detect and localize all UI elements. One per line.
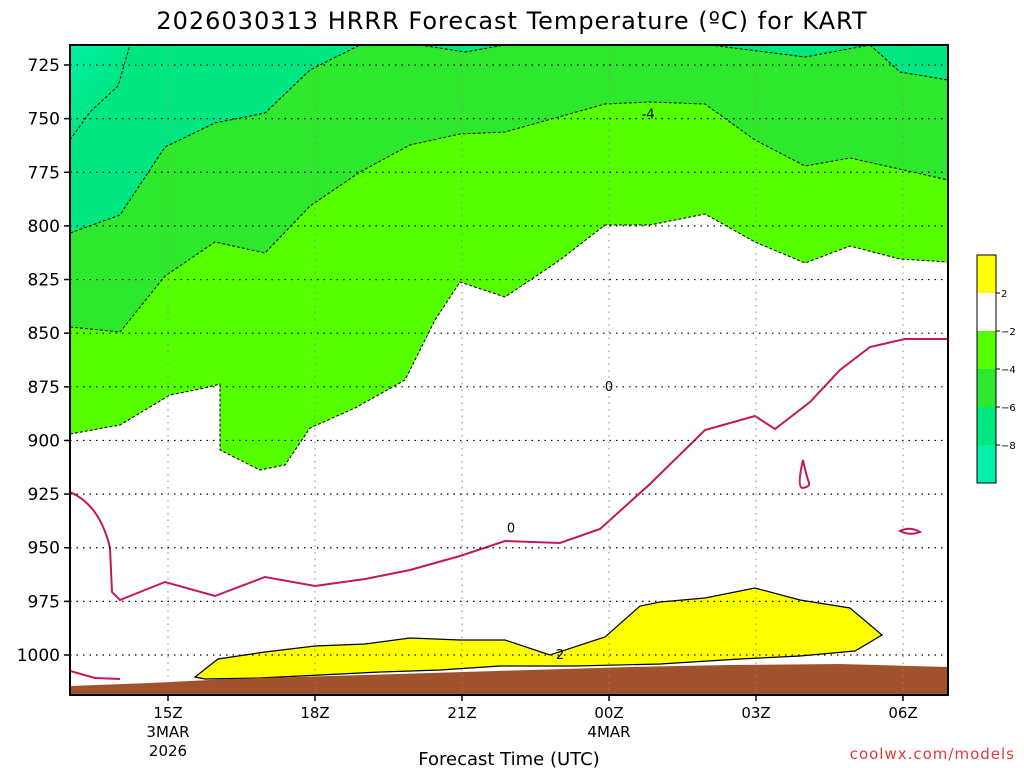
band-below-minus8 bbox=[70, 45, 130, 140]
y-axis: 725 750 775 800 825 850 875 900 925 950 975 1000 bbox=[17, 56, 70, 666]
chart-title: 2026030313 HRRR Forecast Temperature (ºC… bbox=[156, 7, 867, 35]
isotherm-minus6 bbox=[70, 45, 131, 141]
x-tick-label: 15Z bbox=[153, 704, 182, 722]
colorbar-bin bbox=[977, 293, 996, 331]
ground-terrain bbox=[70, 664, 948, 695]
colorbar-label: 2 bbox=[1001, 289, 1007, 300]
colorbar-label: −4 bbox=[1001, 365, 1016, 376]
y-tick-label: 900 bbox=[28, 431, 60, 451]
contour-label: 2 bbox=[556, 648, 564, 663]
credit-link[interactable]: coolwx.com/models bbox=[850, 745, 1015, 763]
colorbar-label: −8 bbox=[1001, 441, 1016, 452]
colorbar-label: −6 bbox=[1001, 403, 1016, 414]
x-tick-year: 2026 bbox=[149, 742, 187, 760]
isotherm-0-loop-a bbox=[798, 459, 811, 490]
y-tick-label: 975 bbox=[28, 592, 60, 612]
isotherm-0-near-surface bbox=[70, 670, 121, 680]
y-tick-label: 850 bbox=[28, 324, 60, 344]
x-tick-date: 3MAR bbox=[146, 723, 189, 741]
x-tick-label: 18Z bbox=[300, 704, 329, 722]
colorbar: 2 −2 −4 −6 −8 bbox=[976, 254, 1016, 484]
grid-lines bbox=[70, 45, 948, 695]
x-tick-label: 03Z bbox=[741, 704, 770, 722]
colorbar-label: −2 bbox=[1001, 327, 1016, 338]
colorbar-bin bbox=[977, 407, 996, 445]
x-tick-label: 06Z bbox=[888, 704, 917, 722]
contour-label: 0 bbox=[507, 521, 515, 536]
x-tick-label: 00Z bbox=[594, 704, 623, 722]
x-tick-label: 21Z bbox=[447, 704, 476, 722]
colorbar-bin bbox=[977, 369, 996, 407]
plot-frame bbox=[69, 44, 949, 696]
x-axis-label: Forecast Time (UTC) bbox=[418, 749, 599, 768]
isotherm-minus6b bbox=[419, 45, 506, 53]
band-minus6-to-minus8 bbox=[70, 45, 948, 233]
y-tick-label: 925 bbox=[28, 485, 60, 505]
colorbar-bin bbox=[977, 445, 996, 483]
colorbar-bin bbox=[977, 331, 996, 369]
y-tick-label: 875 bbox=[28, 378, 60, 398]
y-tick-label: 825 bbox=[28, 271, 60, 291]
plot-area bbox=[70, 45, 948, 695]
colorbar-bin bbox=[977, 255, 996, 293]
contour-label: -4 bbox=[642, 107, 655, 122]
isotherm-minus2 bbox=[70, 213, 948, 471]
contour-label: 0 bbox=[605, 380, 613, 395]
isotherm-0-line bbox=[70, 338, 948, 602]
y-tick-label: 1000 bbox=[17, 646, 60, 666]
y-tick-label: 950 bbox=[28, 539, 60, 559]
y-tick-label: 750 bbox=[28, 110, 60, 130]
isotherm-0-loop-b bbox=[897, 527, 923, 535]
contour-labels: -4 0 0 2 bbox=[507, 107, 655, 663]
y-tick-label: 775 bbox=[28, 163, 60, 183]
band-minus4-to-minus6 bbox=[70, 45, 948, 332]
band-above-2 bbox=[193, 587, 884, 680]
y-tick-label: 800 bbox=[28, 217, 60, 237]
y-tick-label: 725 bbox=[28, 56, 60, 76]
isotherm-minus4 bbox=[70, 45, 361, 234]
isotherm-minus4b bbox=[70, 101, 948, 333]
x-tick-date: 4MAR bbox=[587, 723, 630, 741]
isotherm-minus6c bbox=[709, 45, 948, 81]
